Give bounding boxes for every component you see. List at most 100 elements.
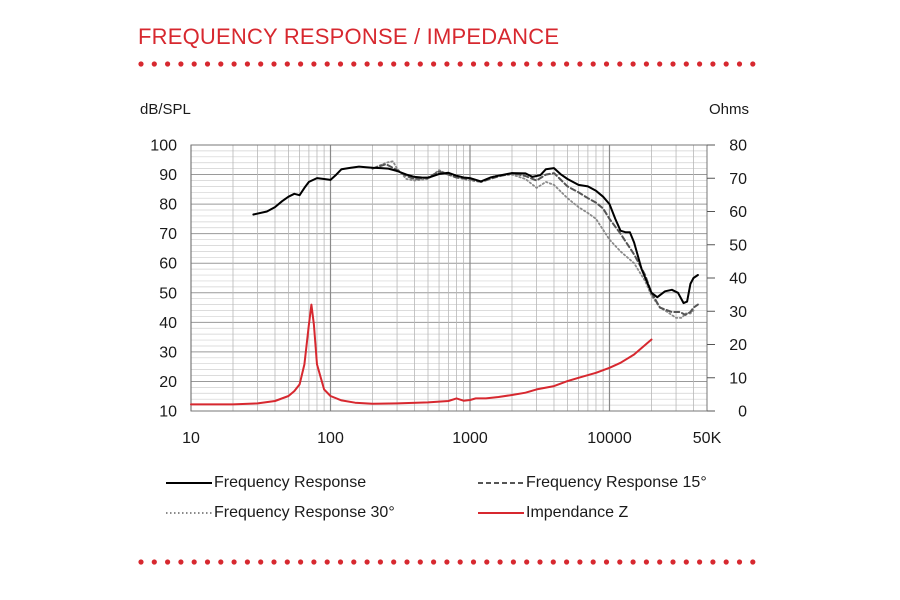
divider-dot <box>417 559 423 565</box>
divider-dot <box>484 559 490 565</box>
divider-dot <box>470 61 477 67</box>
divider-dot <box>444 61 450 67</box>
tick-labels: 1020304050607080901000102030405060708010… <box>150 138 747 448</box>
divider-dot <box>351 61 357 67</box>
divider-dot <box>244 559 250 565</box>
y-left-tick-label: 80 <box>159 197 177 214</box>
divider-dot <box>537 61 543 67</box>
divider-dot <box>537 559 543 565</box>
divider-dot <box>258 61 264 67</box>
y-right-tick-label: 80 <box>729 138 747 155</box>
divider-dot <box>324 61 330 67</box>
divider-dot <box>670 559 676 565</box>
divider-dot <box>204 61 211 67</box>
series-lines <box>190 160 699 406</box>
y-right-tick-label: 0 <box>738 404 747 421</box>
divider-dot <box>470 559 477 565</box>
y-right-axis-label: Ohms <box>709 101 749 118</box>
divider-dot <box>590 559 596 565</box>
divider-dot <box>710 61 716 67</box>
divider-dot <box>550 559 556 565</box>
series-line-impedance <box>190 303 653 406</box>
divider-dot <box>311 559 317 565</box>
y-right-tick-label: 60 <box>729 204 747 221</box>
divider-dot <box>364 61 370 67</box>
divider-dot <box>364 559 370 565</box>
divider-dot <box>377 61 383 67</box>
x-tick-label: 1000 <box>452 430 488 447</box>
x-tick-label: 10000 <box>587 430 632 447</box>
y-left-tick-label: 50 <box>159 285 177 302</box>
divider-dot <box>231 61 237 67</box>
x-tick-label: 10 <box>182 430 200 447</box>
divider-dot <box>258 559 264 565</box>
divider-dot <box>231 559 237 565</box>
y-left-axis-label: dB/SPL <box>140 101 191 118</box>
y-left-tick-label: 60 <box>159 256 177 273</box>
divider-dot <box>284 61 290 67</box>
y-right-tick-label: 70 <box>729 171 747 188</box>
divider-dot <box>697 61 703 67</box>
page-title: FREQUENCY RESPONSE / IMPEDANCE <box>138 24 560 49</box>
y-left-tick-label: 10 <box>159 404 177 421</box>
divider-dot <box>683 559 689 565</box>
divider-dot <box>750 61 756 67</box>
divider-dot <box>298 559 304 565</box>
axes <box>190 144 715 412</box>
divider-dot <box>497 61 503 67</box>
divider-dot <box>723 559 729 565</box>
divider-dot <box>404 559 410 565</box>
divider-dot <box>603 61 610 67</box>
divider-dot <box>391 559 397 565</box>
plot-frame <box>190 144 708 412</box>
divider-dot <box>324 559 330 565</box>
divider-dot <box>271 559 277 565</box>
divider-dot <box>138 61 144 67</box>
divider-dot <box>351 559 357 565</box>
y-left-tick-label: 20 <box>159 374 177 391</box>
divider-dot <box>151 61 157 67</box>
divider-dot <box>657 559 663 565</box>
divider-dot <box>391 61 397 67</box>
divider-dot <box>710 559 716 565</box>
divider-dot <box>457 559 463 565</box>
divider-dot <box>510 559 516 565</box>
y-right-tick-label: 20 <box>729 337 747 354</box>
y-right-tick-label: 40 <box>729 271 747 288</box>
y-left-tick-label: 70 <box>159 226 177 243</box>
divider-dot <box>577 61 583 67</box>
divider-dot <box>271 61 277 67</box>
y-right-tick-label: 50 <box>729 237 747 254</box>
divider-dot <box>218 61 224 67</box>
divider-dot <box>643 559 649 565</box>
divider-dot <box>311 61 317 67</box>
x-tick-label: 50K <box>693 430 722 447</box>
divider-dot <box>736 559 743 565</box>
divider-dot <box>151 559 157 565</box>
grid-lines <box>190 144 708 412</box>
divider-dot <box>337 559 344 565</box>
y-right-tick-label: 10 <box>729 370 747 387</box>
divider-dot <box>204 559 211 565</box>
divider-dot <box>564 61 570 67</box>
top-dot-divider <box>138 61 756 67</box>
divider-dot <box>444 559 450 565</box>
divider-dot <box>191 61 197 67</box>
divider-dot <box>550 61 556 67</box>
divider-dot <box>617 559 623 565</box>
divider-dot <box>670 61 676 67</box>
divider-dot <box>244 61 250 67</box>
divider-dot <box>590 61 596 67</box>
series-line-fr <box>252 165 699 305</box>
divider-dot <box>431 61 437 67</box>
divider-dot <box>417 61 423 67</box>
divider-dot <box>218 559 224 565</box>
y-left-tick-label: 30 <box>159 344 177 361</box>
bottom-dot-divider <box>138 559 756 565</box>
divider-dot <box>577 559 583 565</box>
divider-dot <box>178 559 184 565</box>
divider-dot <box>165 61 171 67</box>
divider-dot <box>524 61 530 67</box>
divider-dot <box>431 559 437 565</box>
